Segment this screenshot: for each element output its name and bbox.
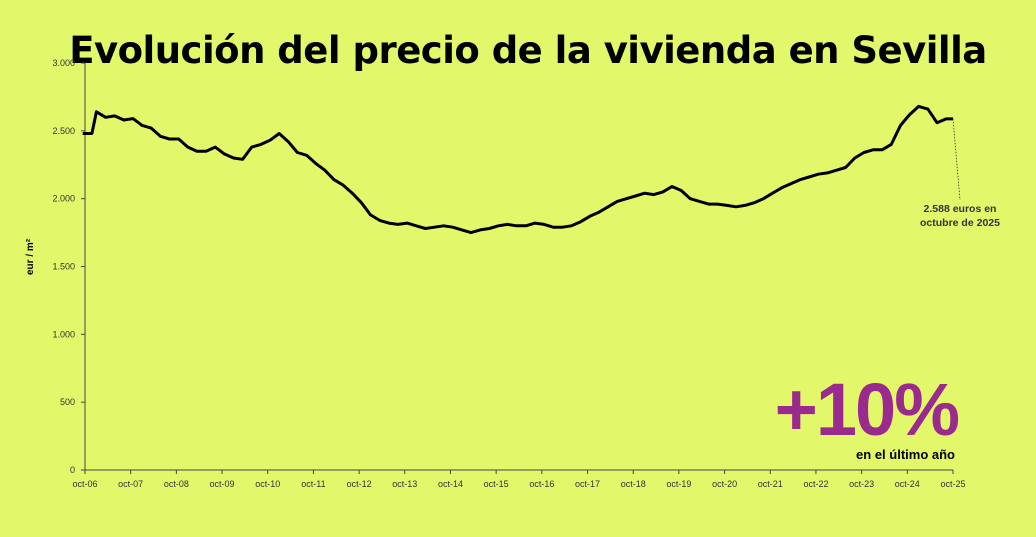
annotation-leader-line — [952, 118, 961, 201]
yearly-change-value: +10% — [774, 368, 960, 451]
x-tick-label: oct-22 — [803, 479, 828, 489]
x-axis: oct-06 oct-07 oct-08 oct-09 oct-10 oct-11 oct-… — [72, 469, 966, 489]
x-tick-label: oct-11 — [301, 479, 325, 489]
yearly-change-label: en el último año — [856, 447, 955, 462]
annotation-line2: octubre de 2025 — [920, 217, 1000, 229]
y-tick-label: 1.500 — [52, 262, 75, 272]
x-tick-label: oct-14 — [438, 479, 463, 489]
y-axis-label: eur / m² — [25, 238, 36, 275]
x-tick-label: oct-12 — [347, 479, 372, 489]
x-tick-label: oct-13 — [392, 479, 417, 489]
y-axis: 0 500 1.000 1.500 2.000 2.500 3.000 — [52, 58, 86, 475]
x-tick-label: oct-06 — [72, 479, 97, 489]
y-tick-label: 2.000 — [52, 194, 75, 204]
x-tick-label: oct-23 — [849, 479, 874, 489]
x-tick-label: oct-15 — [484, 479, 509, 489]
y-tick-label: 0 — [70, 465, 75, 475]
y-tick-label: 500 — [60, 397, 75, 407]
chart-title: Evolución del precio de la vivienda en S… — [69, 29, 987, 72]
price-series-line — [82, 104, 953, 235]
x-tick-label: oct-10 — [255, 479, 280, 489]
x-tick-label: oct-25 — [940, 479, 965, 489]
x-tick-label: oct-21 — [758, 479, 783, 489]
x-tick-label: oct-20 — [712, 479, 737, 489]
x-tick-label: oct-07 — [118, 479, 143, 489]
y-tick-label: 1.000 — [52, 329, 75, 339]
annotation-line1: 2.588 euros en — [924, 203, 997, 215]
x-tick-label: oct-09 — [210, 479, 235, 489]
x-tick-label: oct-16 — [529, 479, 554, 489]
x-tick-label: oct-08 — [164, 479, 189, 489]
x-tick-label: oct-24 — [895, 479, 920, 489]
y-tick-label: 2.500 — [52, 126, 75, 136]
y-tick-label: 3.000 — [52, 58, 75, 68]
x-tick-label: oct-19 — [666, 479, 691, 489]
x-tick-label: oct-18 — [621, 479, 646, 489]
x-tick-label: oct-17 — [575, 479, 600, 489]
